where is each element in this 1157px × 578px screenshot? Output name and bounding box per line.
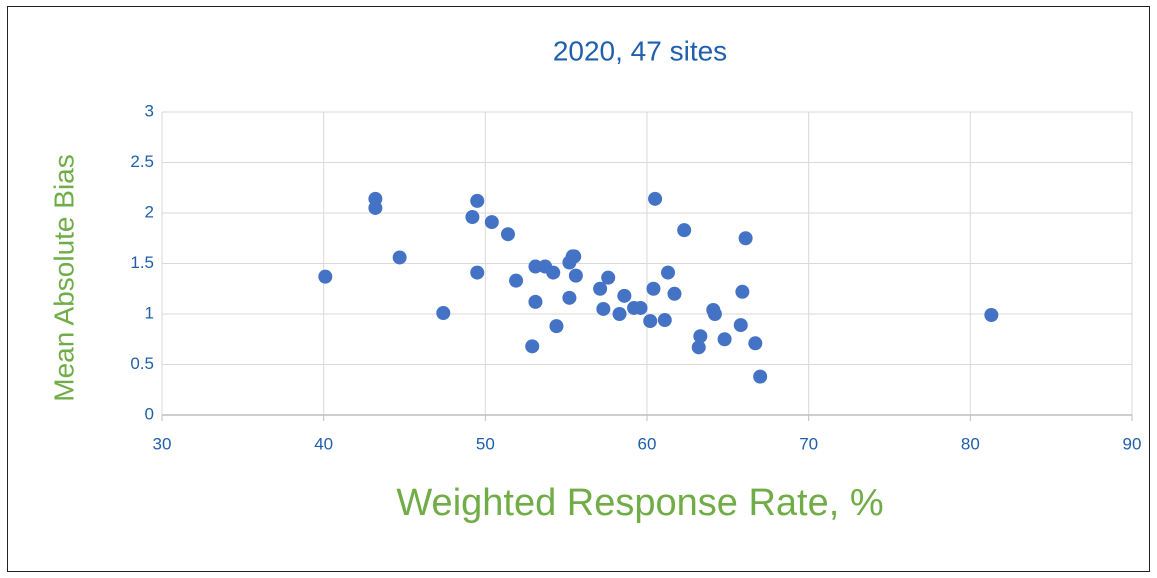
y-tick-label: 1.5 <box>130 253 154 272</box>
y-tick-label: 2 <box>145 202 154 221</box>
y-tick-label: 0 <box>145 404 154 423</box>
point <box>717 332 732 347</box>
point <box>657 313 672 328</box>
y-tick-label: 0.5 <box>130 354 154 373</box>
point <box>748 336 763 351</box>
point <box>733 318 748 333</box>
point <box>525 339 540 354</box>
point <box>549 319 564 334</box>
y-axis-label: Mean Absolute Bias <box>48 154 79 402</box>
x-axis-label: Weighted Response Rate, % <box>396 482 883 524</box>
chart-title: 2020, 47 sites <box>553 35 727 66</box>
point <box>436 305 451 320</box>
point <box>465 210 480 225</box>
y-tick-label: 3 <box>145 101 154 120</box>
y-tick-label: 1 <box>145 303 154 322</box>
point <box>528 294 543 309</box>
point <box>318 269 333 284</box>
x-tick-label: 40 <box>314 434 333 453</box>
point <box>567 249 582 264</box>
point <box>596 301 611 316</box>
point <box>643 314 658 329</box>
point <box>392 250 407 265</box>
point <box>509 273 524 288</box>
point <box>661 265 676 280</box>
point <box>738 231 753 246</box>
point <box>984 308 999 323</box>
point <box>646 281 661 296</box>
point <box>735 284 750 299</box>
point <box>753 369 768 384</box>
point <box>617 288 632 303</box>
x-tick-label: 30 <box>153 434 172 453</box>
chart-border <box>7 6 1150 572</box>
x-tick-label: 90 <box>1123 434 1142 453</box>
point <box>500 227 515 242</box>
point <box>470 265 485 280</box>
point <box>528 259 543 274</box>
point <box>562 290 577 305</box>
point <box>546 265 561 280</box>
point <box>568 268 583 283</box>
point <box>612 307 627 321</box>
point <box>707 307 722 321</box>
point <box>691 340 706 355</box>
point <box>677 223 692 238</box>
x-tick-label: 70 <box>799 434 818 453</box>
point <box>648 191 663 206</box>
point <box>470 193 485 208</box>
point <box>368 200 383 215</box>
point <box>601 270 616 285</box>
y-tick-label: 2.5 <box>130 152 154 171</box>
point <box>593 281 608 296</box>
point <box>667 286 682 301</box>
point <box>633 300 648 315</box>
point <box>693 329 708 344</box>
point <box>484 215 499 230</box>
x-tick-label: 80 <box>961 434 980 453</box>
x-tick-label: 50 <box>476 434 495 453</box>
x-tick-label: 60 <box>638 434 657 453</box>
